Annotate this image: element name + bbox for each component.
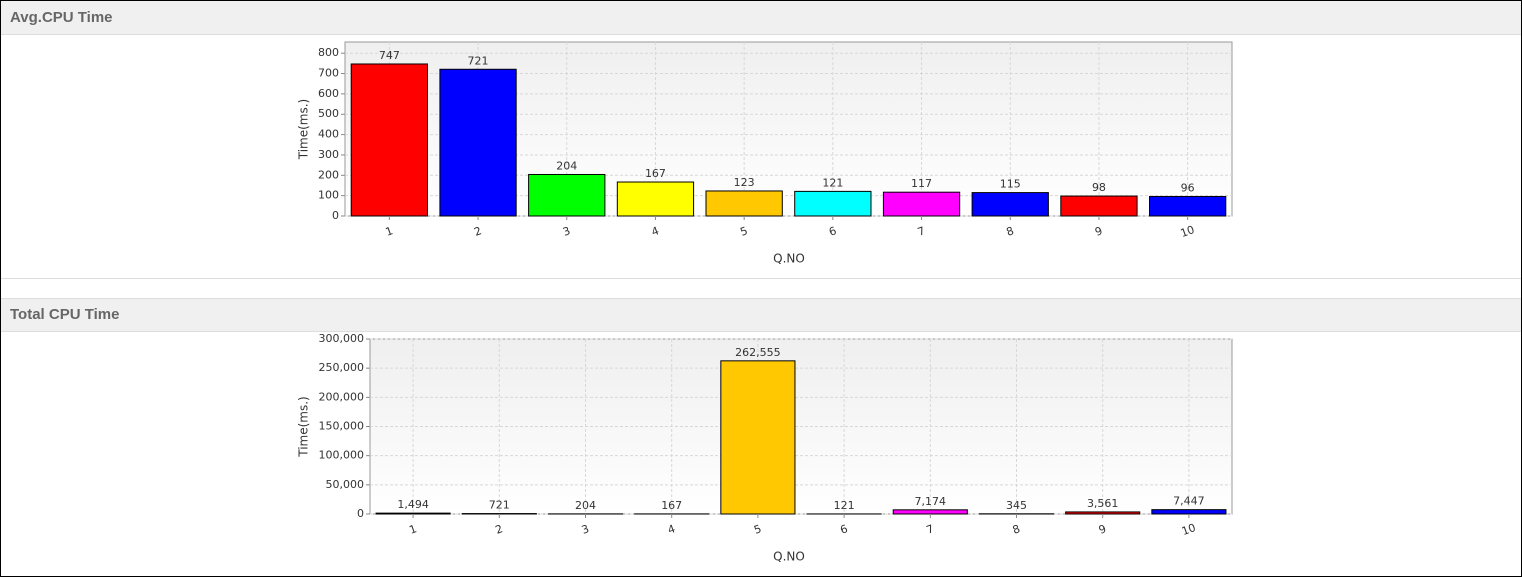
x-tick-label: 7 — [925, 522, 936, 537]
value-label: 117 — [911, 177, 932, 190]
y-tick-label: 200 — [318, 168, 339, 181]
x-tick-label: 6 — [838, 522, 849, 537]
panel-header — [1, 1, 1521, 34]
x-tick-label: 2 — [494, 522, 505, 537]
bar — [1149, 195, 1227, 217]
bar — [705, 190, 783, 217]
x-tick-label: 4 — [666, 522, 677, 537]
x-tick-label: 9 — [1093, 224, 1104, 239]
bar — [971, 192, 1049, 217]
value-label: 7,174 — [915, 495, 947, 508]
value-label: 262,555 — [735, 346, 781, 359]
y-tick-label: 400 — [318, 128, 339, 141]
y-tick-label: 800 — [318, 46, 339, 59]
y-tick-label: 0 — [332, 209, 339, 222]
bar — [720, 360, 796, 515]
x-tick-label: 7 — [916, 224, 927, 239]
bar — [375, 512, 451, 515]
value-label: 121 — [822, 176, 843, 189]
bar — [528, 173, 606, 217]
value-label: 115 — [1000, 178, 1021, 191]
y-tick-label: 200,000 — [319, 390, 365, 403]
y-tick-label: 0 — [357, 507, 364, 520]
bar — [794, 190, 872, 217]
x-tick-label: 1 — [384, 224, 395, 239]
y-tick-label: 300 — [318, 148, 339, 161]
y-tick-label: 250,000 — [319, 361, 365, 374]
value-label: 98 — [1092, 181, 1106, 194]
x-tick-label: 9 — [1097, 522, 1108, 537]
x-axis-label: Q.NO — [773, 252, 805, 266]
y-tick-label: 300,000 — [319, 332, 365, 345]
value-label: 167 — [645, 167, 666, 180]
x-tick-label: 6 — [827, 224, 838, 239]
y-tick-label: 500 — [318, 107, 339, 120]
x-tick-label: 8 — [1011, 522, 1022, 537]
x-tick-label: 3 — [580, 522, 591, 537]
bar — [1060, 195, 1138, 217]
value-label: 3,561 — [1087, 497, 1119, 510]
value-label: 121 — [834, 499, 855, 512]
bar — [1065, 511, 1141, 515]
value-label: 204 — [556, 159, 577, 172]
y-axis-label: Time(ms.) — [297, 99, 311, 161]
x-tick-label: 1 — [407, 522, 418, 537]
bar — [439, 68, 517, 217]
x-tick-label: 2 — [472, 224, 483, 239]
y-tick-label: 100,000 — [319, 449, 365, 462]
value-label: 345 — [1006, 499, 1027, 512]
value-label: 96 — [1181, 181, 1195, 194]
x-tick-label: 4 — [650, 224, 661, 239]
bar — [350, 63, 428, 217]
value-label: 123 — [734, 176, 755, 189]
bar — [882, 191, 961, 217]
value-label: 7,447 — [1173, 495, 1205, 508]
y-tick-label: 100 — [318, 189, 339, 202]
value-label: 747 — [379, 49, 400, 62]
bar — [616, 181, 695, 217]
x-tick-label: 10 — [1179, 223, 1197, 240]
panel-title: Total CPU Time — [10, 306, 119, 323]
value-label: 204 — [575, 499, 596, 512]
x-axis-label: Q.NO — [773, 550, 805, 564]
bar — [892, 509, 968, 515]
panel-header — [1, 298, 1521, 331]
y-tick-label: 150,000 — [319, 420, 365, 433]
x-tick-label: 8 — [1005, 224, 1016, 239]
y-tick-label: 50,000 — [326, 478, 365, 491]
x-tick-label: 3 — [561, 224, 572, 239]
x-tick-label: 5 — [738, 224, 749, 239]
value-label: 167 — [661, 499, 682, 512]
panel-title: Avg.CPU Time — [10, 9, 113, 26]
x-tick-label: 10 — [1180, 521, 1198, 538]
x-tick-label: 5 — [752, 522, 763, 537]
y-axis-label: Time(ms.) — [297, 396, 311, 458]
value-label: 721 — [468, 54, 489, 67]
value-label: 721 — [489, 499, 510, 512]
y-tick-label: 700 — [318, 67, 339, 80]
bar — [1151, 509, 1227, 515]
value-label: 1,494 — [397, 498, 429, 511]
y-tick-label: 600 — [318, 87, 339, 100]
